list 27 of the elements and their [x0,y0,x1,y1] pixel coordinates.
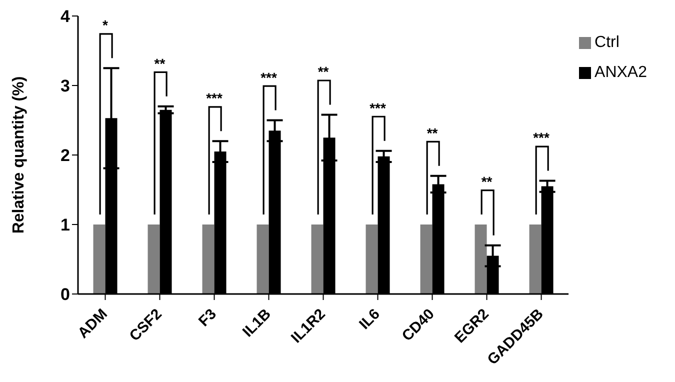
bar [148,224,160,294]
annotation: * [102,17,109,34]
legend-label: Ctrl [594,34,620,51]
x-tick-label: IL6 [356,306,384,333]
bar [202,224,214,294]
annotation: ** [481,174,493,190]
bar [311,224,324,294]
annotation: ** [154,55,166,72]
y-axis-title: Relative quantity (%) [10,76,28,234]
annotation: *** [260,69,278,86]
annotation: ** [426,124,438,141]
annotation: *** [206,90,223,106]
annotation: *** [533,130,550,146]
y-tick-label: 4 [60,7,71,26]
bar [529,224,542,294]
y-tick-label: 2 [60,146,70,166]
y-tick-label: 0 [60,285,70,304]
annotation: ** [318,64,330,80]
legend-label: ANXA2 [594,64,647,81]
annotation: *** [370,100,386,116]
y-tick-label: 1 [60,216,70,235]
bar [420,224,432,294]
x-tick-label: F3 [195,306,220,330]
bar [366,224,378,294]
bar [256,224,269,294]
y-tick-label: 3 [60,76,70,96]
bar [93,224,106,294]
